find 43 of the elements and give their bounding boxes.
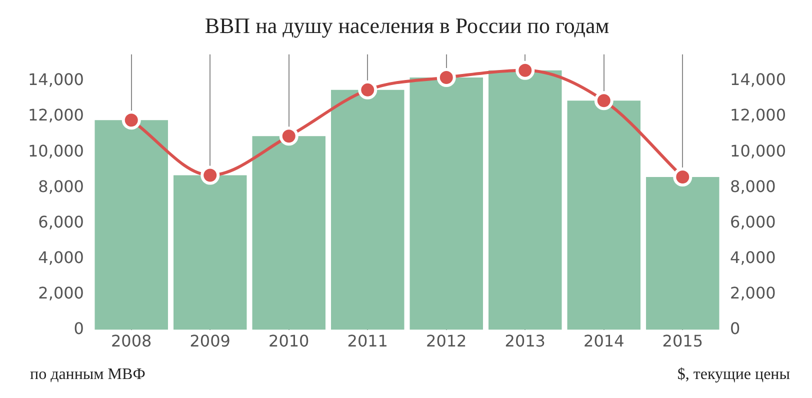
point [594, 91, 614, 110]
point [279, 126, 298, 146]
bar [331, 90, 404, 330]
x-tick-label: 2012 [426, 332, 467, 351]
bar [410, 78, 483, 330]
y2-tick-label: 12,000 [730, 106, 786, 125]
y2-tick-label: 0 [730, 318, 740, 338]
bar [646, 177, 720, 330]
bar [94, 120, 168, 330]
x-tick-label: 2010 [268, 332, 310, 351]
x-tick-label: 2013 [504, 332, 546, 351]
y-tick-label: 8,000 [38, 176, 84, 196]
y-tick-label: 12,000 [28, 106, 84, 125]
y-tick-label: 14,000 [28, 70, 84, 90]
x-tick-label: 2008 [111, 332, 152, 351]
point [358, 80, 378, 100]
bar [252, 136, 326, 330]
text: $, текущие цены [677, 366, 790, 384]
x-tick-label: 2014 [584, 332, 624, 351]
chart-title: ВВП на душу населения в России по годам [204, 12, 610, 38]
y-tick-label: 10,000 [28, 141, 84, 160]
y2-tick-label: 8,000 [730, 176, 776, 196]
y-tick-label: 6,000 [38, 212, 84, 232]
point [200, 166, 220, 185]
x-tick-label: 2015 [662, 332, 703, 351]
y2-tick-label: 4,000 [730, 248, 776, 267]
x-tick-label: 2009 [190, 332, 230, 351]
point [436, 68, 456, 87]
y2-tick-label: 10,000 [730, 141, 786, 160]
text: по данным МВФ [30, 366, 146, 384]
y-tick-label: 4,000 [38, 248, 84, 267]
y2-tick-label: 2,000 [730, 283, 776, 302]
bar [488, 70, 562, 330]
y2-tick-label: 14,000 [730, 70, 786, 90]
y-tick-label: 0 [74, 318, 84, 338]
point [516, 60, 535, 80]
point [673, 168, 692, 186]
point [122, 110, 141, 130]
y-tick-label: 2,000 [38, 283, 84, 302]
x-tick-label: 2011 [347, 332, 388, 351]
bar [567, 100, 641, 330]
bar [173, 175, 247, 330]
y2-tick-label: 6,000 [730, 212, 776, 232]
